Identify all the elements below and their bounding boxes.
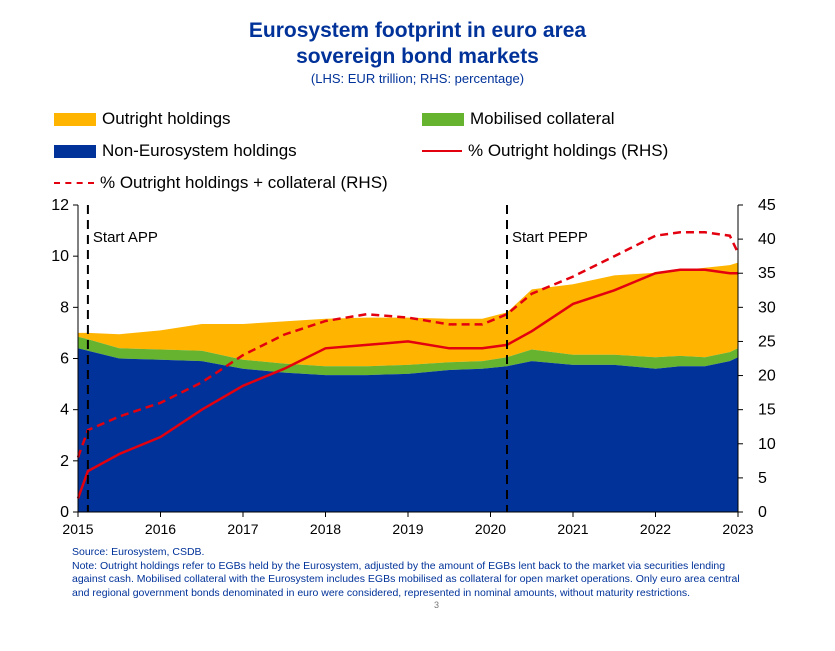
chart-title-line1: Eurosystem footprint in euro area [248, 19, 587, 42]
legend-pct-outright: % Outright holdings (RHS) [422, 140, 668, 162]
y-right-tick-label: 20 [758, 368, 776, 385]
legend-swatch-pct-outright-collateral [54, 182, 94, 184]
y-right-tick-label: 35 [758, 265, 776, 282]
legend-swatch-non-eurosystem [54, 144, 96, 158]
footnote-source: Source: Eurosystem, CSDB. [72, 546, 205, 558]
y-left-tick-label: 6 [60, 351, 69, 368]
area-non-eurosystem-holdings [78, 348, 738, 512]
x-tick-label: 2020 [475, 521, 506, 537]
line-pct-outright [76, 268, 738, 499]
legend-outright: Outright holdings [54, 108, 231, 130]
x-tick-label: 2018 [310, 521, 341, 537]
y-left-tick-label: 2 [60, 453, 69, 470]
x-tick-label: 2023 [722, 521, 753, 537]
annotation-start-app: Start APP [93, 229, 158, 246]
y-left-tick-label: 12 [51, 197, 69, 214]
page-number: 3 [434, 600, 440, 610]
y-right-tick-label: 0 [758, 504, 767, 521]
y-right-tick-label: 40 [758, 231, 776, 248]
y-right-tick-label: 15 [758, 402, 776, 419]
x-tick-label: 2015 [62, 521, 93, 537]
footnote: Source: Eurosystem, CSDB. Note: Outright… [72, 546, 752, 600]
legend-swatch-pct-outright [422, 150, 462, 152]
area-outright-holdings [78, 262, 738, 367]
chart-title-line2: sovereign bond markets [296, 45, 539, 68]
y-right-tick-label: 10 [758, 436, 776, 453]
legend-swatch-collateral [422, 112, 464, 126]
legend-swatch-outright [54, 112, 96, 126]
y-right-tick-label: 45 [758, 197, 776, 214]
legend-label-pct-outright-collateral: % Outright holdings + collateral (RHS) [100, 173, 388, 192]
area-mobilised-collateral [78, 336, 738, 376]
y-right-tick-label: 5 [758, 470, 767, 487]
x-tick-label: 2019 [392, 521, 423, 537]
line-pct-outright-collateral [76, 231, 740, 458]
legend-label-collateral: Mobilised collateral [470, 109, 615, 128]
x-tick-label: 2021 [557, 521, 588, 537]
legend-collateral: Mobilised collateral [422, 108, 615, 130]
y-left-tick-label: 0 [60, 504, 69, 521]
x-tick-label: 2017 [227, 521, 258, 537]
x-tick-label: 2016 [145, 521, 176, 537]
y-right-tick-label: 25 [758, 333, 776, 350]
legend-label-outright: Outright holdings [102, 109, 231, 128]
y-left-tick-label: 8 [60, 299, 69, 316]
y-left-tick-label: 4 [60, 402, 69, 419]
legend-pct-outright-collateral: % Outright holdings + collateral (RHS) [54, 172, 388, 194]
legend-label-non-eurosystem: Non-Eurosystem holdings [102, 141, 297, 160]
chart-subtitle: (LHS: EUR trillion; RHS: percentage) [310, 71, 525, 86]
x-tick-label: 2022 [640, 521, 671, 537]
y-right-tick-label: 30 [758, 299, 776, 316]
footnote-note: Note: Outright holdings refer to EGBs he… [72, 559, 740, 599]
y-left-tick-label: 10 [51, 248, 69, 265]
legend-non-eurosystem: Non-Eurosystem holdings [54, 140, 297, 162]
annotation-start-pepp: Start PEPP [512, 229, 588, 246]
legend-label-pct-outright: % Outright holdings (RHS) [468, 141, 669, 160]
